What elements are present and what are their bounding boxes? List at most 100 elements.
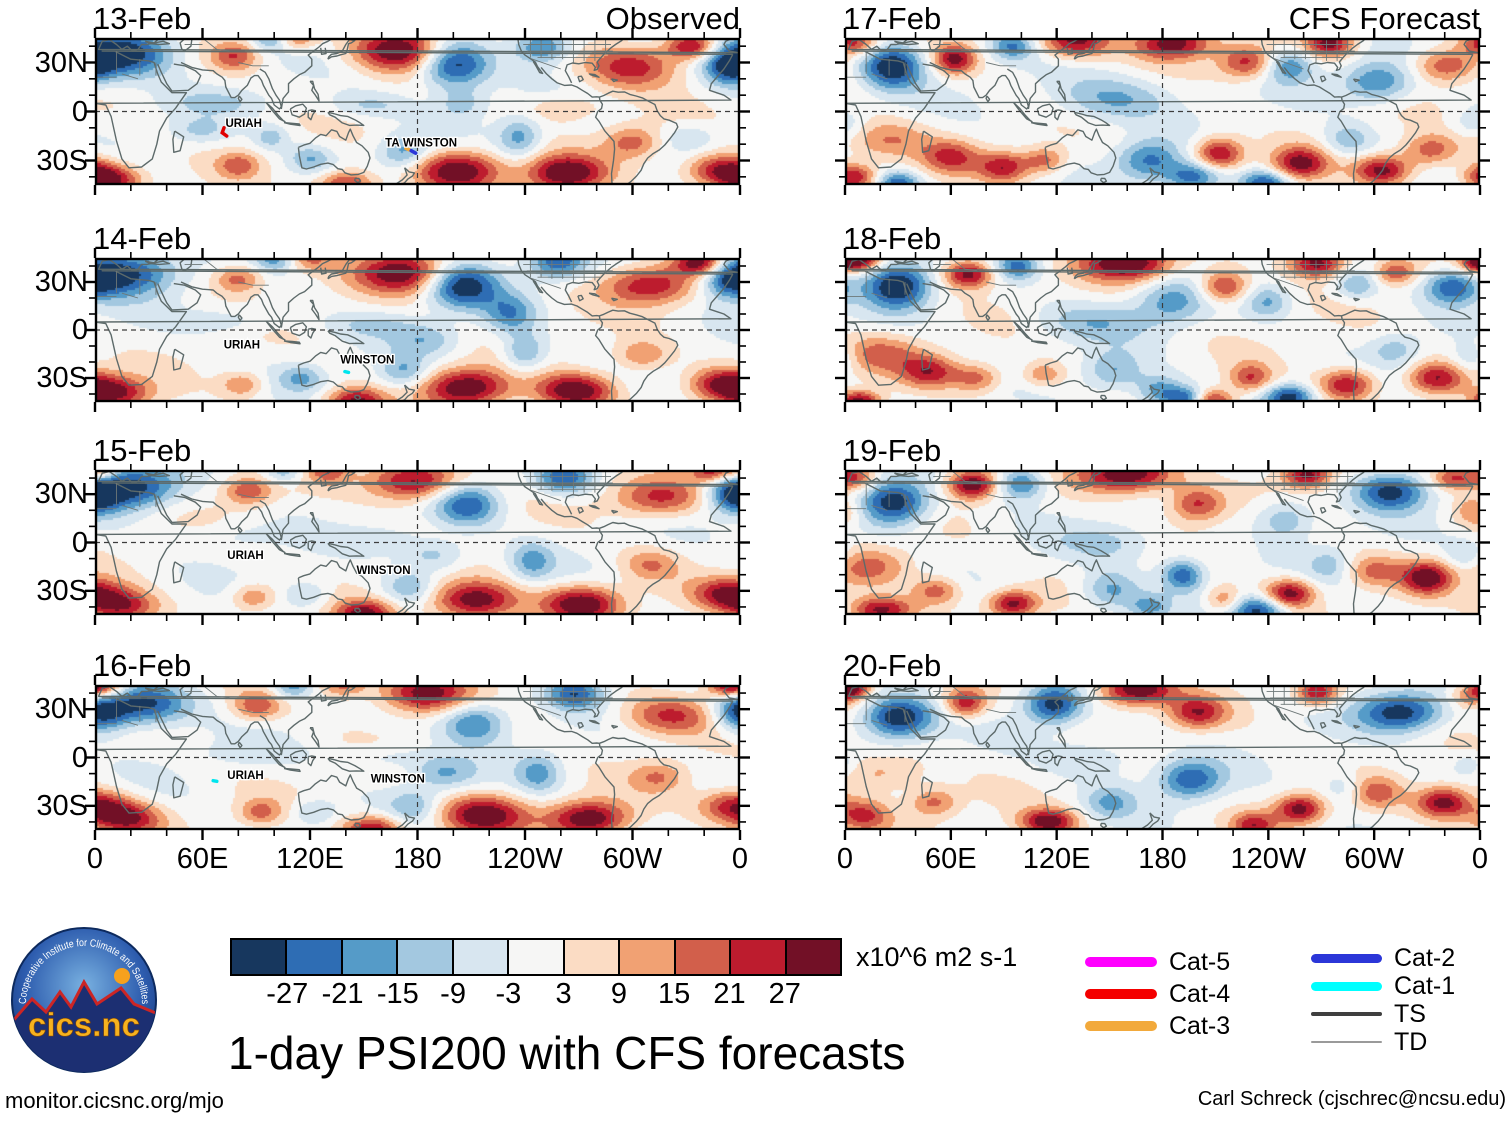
map-panel-13-Feb: 13-Feb Observed URIAH TA WINSTON [85,2,750,195]
colorbar-tick-label: 27 [768,978,801,1010]
y-axis-label: 30S [36,574,88,607]
legend-label: Cat-2 [1394,943,1456,972]
map-panel-20-Feb: 20-Feb [835,649,1490,840]
coastline-overlay [845,470,1480,615]
storm-label: URIAH [227,770,263,782]
axis-ticks-overlay [835,460,1490,625]
legend-item: Cat-1 [1311,972,1455,1000]
x-axis-label: 180 [1138,843,1187,875]
legend-line-td [1311,1041,1382,1043]
colorbar-tick-label: 9 [610,978,627,1010]
colorbar-tick-label: -9 [440,978,466,1010]
y-axis-label: 30N [34,478,88,511]
colorbar-cell [620,940,676,974]
x-axis-label: 0 [86,843,104,875]
x-axis-label: 120E [1022,843,1091,875]
y-axis-label: 0 [71,95,88,128]
map-panel-19-Feb: 19-Feb [835,434,1490,625]
colorbar-cell [398,940,454,974]
legend-item: Cat-5 [1085,946,1230,978]
x-axis-label: 120W [487,843,563,875]
y-axis-label: 30N [34,46,88,79]
colorbar-tick-label: -15 [376,978,419,1010]
colorbar-cell [509,940,565,974]
x-axis-label: 180 [393,843,442,875]
colorbar-tick-label: -3 [495,978,522,1010]
x-axis-label: 0 [1471,843,1489,875]
axis-ticks-overlay [835,248,1490,412]
legend-label: TD [1394,1027,1428,1056]
legend-label: Cat-4 [1169,979,1231,1008]
colorbar-cell [287,940,343,974]
x-axis-label: 60W [602,843,663,875]
panel-date-label: 20-Feb [843,648,942,683]
y-axis-label: 0 [71,526,88,559]
logo-mountain-fill [12,982,156,1072]
legend-label: TS [1394,999,1426,1028]
logo-ridge-line [12,978,156,1023]
legend-column: Cat-2 Cat-1 TS TD [1311,944,1455,1056]
x-axis-label: 0 [836,843,854,875]
axis-ticks-overlay [835,28,1490,195]
unit-label: x10^6 m2 s-1 [856,942,1018,972]
axis-ticks-overlay: URIAH WINSTON [85,248,750,412]
colorbar-tick-label: -21 [321,978,364,1010]
x-axis-label: 60E [925,843,977,875]
figure-title: 1-day PSI200 with CFS forecasts [228,1027,906,1079]
storm-label: URIAH [224,339,260,351]
coastline-overlay [845,38,1480,185]
x-axis-label: 120W [1230,843,1307,875]
legend-item: TS [1311,1000,1455,1028]
panel-date-label: 15-Feb [93,433,192,468]
storm-track [343,369,351,375]
storm-track [404,146,412,152]
legend-label: Cat-3 [1169,1011,1231,1040]
axis-ticks-overlay [835,675,1490,840]
x-axis-label: 60W [1344,843,1404,875]
colorbar-cell [453,940,510,974]
axis-ticks-overlay: URIAH TA WINSTON [85,28,750,195]
column-header-forecast: CFS Forecast [1288,1,1480,36]
storm-track [211,778,219,784]
footer-credit: Carl Schreck (cjschrec@ncsu.edu) [1197,1088,1506,1110]
coastline-overlay [95,258,740,402]
y-axis-label: 30S [36,362,88,394]
y-axis-label: 30N [34,693,88,726]
colorbar-cell [675,940,732,974]
storm-track [220,126,229,138]
legend-label: Cat-1 [1394,971,1456,1000]
panel-date-label: 18-Feb [843,221,942,256]
legend-line-cat-2 [1311,953,1382,963]
y-axis-label: 0 [71,741,88,774]
storm-label: TA [385,138,399,150]
map-panel-17-Feb: 17-Feb CFS Forecast [835,2,1490,195]
footer-url: monitor.cicsnc.org/mjo [5,1088,224,1113]
colorbar-tick-label: 21 [713,978,746,1010]
storm-label: WINSTON [340,355,394,367]
legend-line-ts [1311,1012,1382,1016]
map-panel-18-Feb: 18-Feb [835,222,1490,412]
y-axis-label: 30S [36,144,88,177]
panel-date-label: 14-Feb [93,221,192,256]
legend-line-cat-3 [1085,1021,1157,1031]
storm-label: WINSTON [403,138,457,150]
legend-item: Cat-2 [1311,944,1455,972]
colorbar-cell [342,940,399,974]
panel-date-label: 19-Feb [843,433,942,468]
coastline-overlay [95,685,740,830]
colorbar-tick-label: 15 [658,978,691,1010]
map-panel-15-Feb: 15-Feb URIAH WINSTON [85,434,750,625]
legend-item: Cat-4 [1085,978,1230,1010]
legend-line-cat-4 [1085,989,1157,999]
logo-sun [114,968,130,984]
map-panel-14-Feb: 14-Feb URIAH WINSTON [85,222,750,412]
panel-date-label: 13-Feb [93,1,192,36]
storm-label: URIAH [227,550,263,562]
x-axis-label: 0 [731,843,749,875]
legend-item: Cat-3 [1085,1010,1230,1042]
colorbar-cell [786,940,840,974]
legend-line-cat-1 [1311,981,1382,991]
colorbar-cell [731,940,787,974]
legend-item: TD [1311,1028,1455,1056]
coastline-overlay [95,38,740,185]
